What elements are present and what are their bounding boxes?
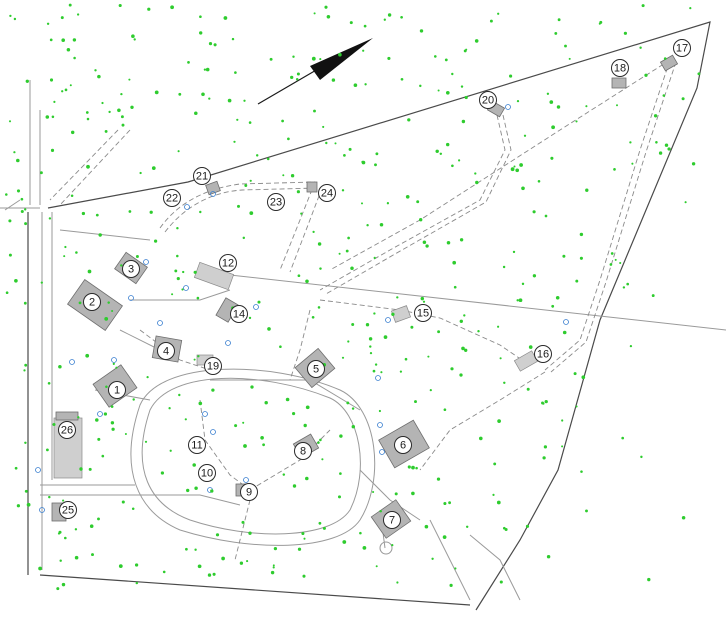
footpaths bbox=[139, 59, 677, 561]
building-21 bbox=[205, 180, 221, 196]
building-15 bbox=[390, 305, 412, 323]
building-12 bbox=[193, 261, 235, 291]
marker-circle bbox=[83, 293, 101, 311]
building-marker-22[interactable]: 22 bbox=[163, 189, 181, 207]
building-marker-16[interactable]: 16 bbox=[534, 345, 552, 363]
marker-circle bbox=[611, 59, 629, 77]
marker-label: 23 bbox=[270, 197, 282, 209]
marker-label: 7 bbox=[389, 515, 395, 527]
marker-circle bbox=[479, 91, 497, 109]
marker-label: 17 bbox=[676, 43, 688, 55]
marker-label: 12 bbox=[222, 258, 234, 270]
building-17 bbox=[659, 54, 679, 72]
building-marker-21[interactable]: 21 bbox=[193, 167, 211, 185]
marker-circle bbox=[204, 357, 222, 375]
marker-circle bbox=[58, 421, 76, 439]
marker-circle bbox=[383, 511, 401, 529]
building-marker-23[interactable]: 23 bbox=[267, 193, 285, 211]
building-marker-3[interactable]: 3 bbox=[122, 260, 140, 278]
building-26-top bbox=[55, 411, 79, 421]
marker-circle bbox=[240, 483, 258, 501]
building-marker-6[interactable]: 6 bbox=[394, 436, 412, 454]
building-marker-24[interactable]: 24 bbox=[318, 184, 336, 202]
marker-label: 10 bbox=[201, 468, 213, 480]
marker-circle bbox=[163, 189, 181, 207]
marker-label: 2 bbox=[89, 297, 95, 309]
building-marker-4[interactable]: 4 bbox=[157, 342, 175, 360]
marker-label: 26 bbox=[61, 425, 73, 437]
marker-circle bbox=[219, 254, 237, 272]
marker-circle bbox=[673, 39, 691, 57]
site-boundary bbox=[27, 21, 711, 611]
marker-label: 18 bbox=[614, 63, 626, 75]
marker-circle bbox=[414, 304, 432, 322]
building-marker-2[interactable]: 2 bbox=[83, 293, 101, 311]
marker-label: 22 bbox=[166, 193, 178, 205]
building-marker-12[interactable]: 12 bbox=[219, 254, 237, 272]
building-18 bbox=[611, 77, 627, 89]
marker-label: 5 bbox=[313, 364, 319, 376]
marker-circle bbox=[294, 442, 312, 460]
marker-label: 19 bbox=[207, 361, 219, 373]
building-marker-11[interactable]: 11 bbox=[188, 436, 206, 454]
marker-circle bbox=[230, 305, 248, 323]
marker-label: 6 bbox=[400, 440, 406, 452]
marker-label: 24 bbox=[321, 188, 333, 200]
marker-label: 4 bbox=[163, 346, 169, 358]
building-marker-5[interactable]: 5 bbox=[307, 360, 325, 378]
marker-label: 1 bbox=[114, 385, 120, 397]
marker-circle bbox=[534, 345, 552, 363]
marker-label: 16 bbox=[537, 349, 549, 361]
north-arrow-icon bbox=[257, 38, 373, 105]
marker-label: 25 bbox=[62, 505, 74, 517]
marker-label: 21 bbox=[196, 171, 208, 183]
marker-label: 9 bbox=[246, 487, 252, 499]
marker-label: 14 bbox=[233, 309, 245, 321]
marker-circle bbox=[193, 167, 211, 185]
building-marker-15[interactable]: 15 bbox=[414, 304, 432, 322]
marker-circle bbox=[307, 360, 325, 378]
marker-label: 11 bbox=[191, 440, 202, 452]
marker-label: 15 bbox=[417, 308, 429, 320]
building-marker-10[interactable]: 10 bbox=[198, 464, 216, 482]
building-marker-14[interactable]: 14 bbox=[230, 305, 248, 323]
marker-label: 3 bbox=[128, 264, 134, 276]
marker-circle bbox=[59, 501, 77, 519]
marker-circle bbox=[267, 193, 285, 211]
marker-label: 20 bbox=[482, 95, 494, 107]
trees bbox=[5, 3, 701, 591]
marker-circle bbox=[318, 184, 336, 202]
marker-circle bbox=[122, 260, 140, 278]
marker-circle bbox=[394, 436, 412, 454]
building-24 bbox=[306, 181, 318, 193]
building-marker-17[interactable]: 17 bbox=[673, 39, 691, 57]
building-marker-18[interactable]: 18 bbox=[611, 59, 629, 77]
building-marker-20[interactable]: 20 bbox=[479, 91, 497, 109]
small-structures bbox=[35, 104, 569, 513]
marker-circle bbox=[198, 464, 216, 482]
marker-circle bbox=[188, 436, 206, 454]
marker-circle bbox=[157, 342, 175, 360]
marker-label: 8 bbox=[300, 446, 306, 458]
building-marker-1[interactable]: 1 bbox=[108, 381, 126, 399]
marker-circle bbox=[108, 381, 126, 399]
building-marker-25[interactable]: 25 bbox=[59, 501, 77, 519]
building-marker-9[interactable]: 9 bbox=[240, 483, 258, 501]
building-marker-7[interactable]: 7 bbox=[383, 511, 401, 529]
roads bbox=[0, 80, 726, 601]
building-marker-26[interactable]: 26 bbox=[58, 421, 76, 439]
building-marker-19[interactable]: 19 bbox=[204, 357, 222, 375]
building-marker-8[interactable]: 8 bbox=[294, 442, 312, 460]
